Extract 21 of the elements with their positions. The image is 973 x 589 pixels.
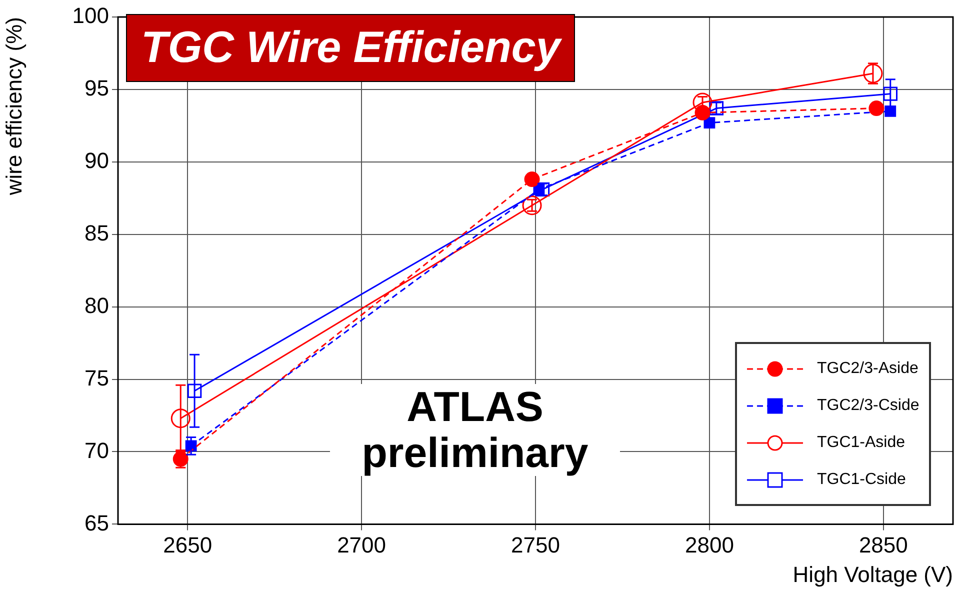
legend-label: TGC1-Cside <box>817 470 906 489</box>
x-tick-label: 2700 <box>337 532 386 558</box>
x-tick-label: 2750 <box>511 532 560 558</box>
x-tick-label: 2850 <box>858 532 908 558</box>
legend-label: TGC1-Aside <box>817 434 906 452</box>
legend-label: TGC2/3-Aside <box>817 360 918 378</box>
y-tick-label: 95 <box>84 76 109 101</box>
y-tick-label: 75 <box>84 365 109 390</box>
chart-title: TGC Wire Efficiency <box>126 14 576 82</box>
x-axis-title: High Voltage (V) <box>792 562 953 587</box>
y-tick-label: 90 <box>84 148 109 173</box>
y-axis-title: wire efficiency (%) <box>1 17 26 196</box>
y-tick-label: 65 <box>84 510 109 536</box>
annotation: ATLAS preliminary <box>330 383 620 476</box>
x-tick-label: 2650 <box>163 532 212 558</box>
y-tick-label: 70 <box>84 438 109 463</box>
y-tick-label: 100 <box>72 3 109 28</box>
x-tick-label: 2800 <box>684 532 734 558</box>
y-tick-label: 80 <box>84 292 109 318</box>
y-tick-label: 85 <box>84 220 109 246</box>
legend-label: TGC2/3-Cside <box>817 396 920 415</box>
